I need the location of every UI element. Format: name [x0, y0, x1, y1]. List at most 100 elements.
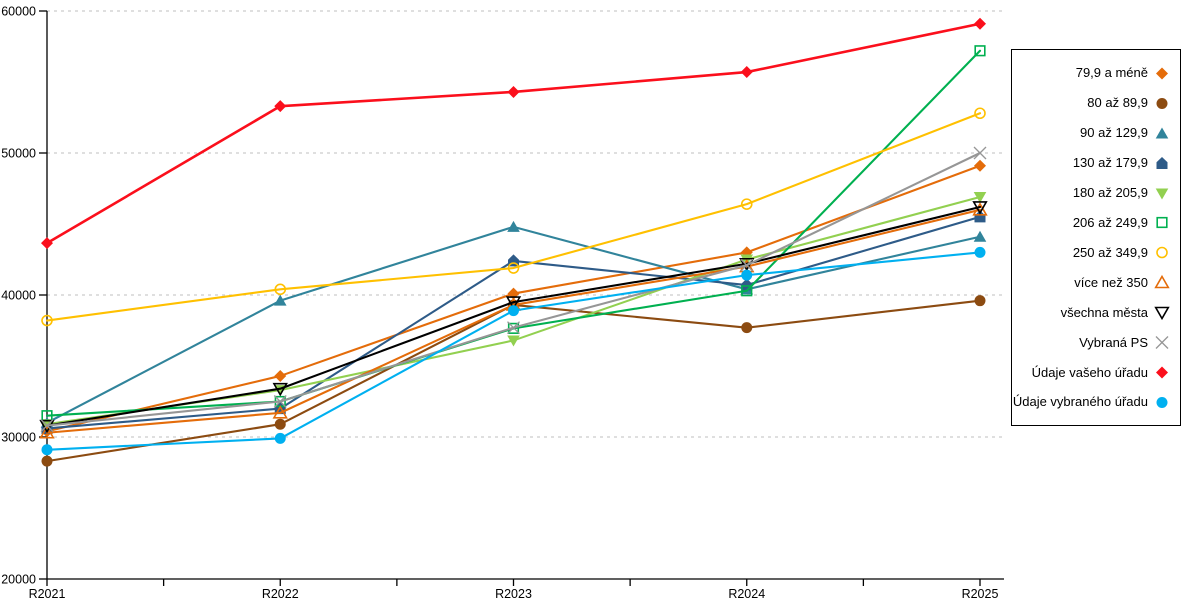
triangle-up-open-legend-icon [1154, 275, 1170, 289]
triangle-up-open-marker [972, 202, 988, 216]
triangle-down-open-legend-icon [1154, 306, 1170, 321]
legend-item-vsechna-mesta: všechna města [1018, 304, 1170, 321]
circle-open-marker [974, 107, 986, 120]
x-tick-label: R2023 [495, 587, 532, 600]
triangle-up-marker [507, 220, 520, 232]
triangle-down-legend-icon [1155, 188, 1169, 200]
circle-marker [974, 295, 986, 307]
series-line [45, 208, 982, 434]
legend-item-180-az-205-9: 180 až 205,9 [1018, 185, 1170, 201]
triangle-up-marker [1155, 127, 1169, 139]
legend-item-206-az-249-9: 206 až 249,9 [1018, 214, 1170, 230]
triangle-down-open-marker [505, 296, 522, 310]
pentagon-marker [974, 210, 986, 223]
x-marker [740, 258, 754, 272]
circle-open-marker [274, 283, 287, 296]
x-tick-label: R2024 [728, 587, 765, 600]
diamond-marker [507, 85, 520, 98]
circle-marker [974, 246, 986, 258]
square-open-marker [974, 45, 986, 57]
legend-item-vice-nez-350: více než 350 [1018, 274, 1170, 290]
x-tick-label: R2025 [962, 587, 999, 600]
diamond-marker [740, 66, 753, 79]
circle-legend-icon [1156, 396, 1168, 408]
x-marker [973, 146, 987, 160]
series-80-az-89-9 [41, 295, 986, 467]
series-line [45, 22, 982, 245]
circle-marker [274, 432, 286, 444]
legend-item-79-9-a-mene: 79,9 a méně [1018, 65, 1170, 81]
series-vsechna-mesta [39, 201, 988, 434]
diamond-legend-icon [1156, 67, 1168, 80]
triangle-down-open-marker [272, 382, 288, 397]
triangle-up-open-marker [39, 425, 55, 439]
series-line [45, 112, 982, 322]
legend-item-udaje-vaseho-uradu: Údaje vašeho úřadu [1018, 364, 1170, 380]
circle-marker [41, 455, 53, 467]
x-marker [40, 419, 54, 433]
legend-label: 90 až 129,9 [1080, 125, 1148, 141]
axes: 20000 30000 40000 50000 60000 R2021 R2022 R2023… [1, 5, 1004, 600]
circle-open-marker [1156, 247, 1168, 259]
triangle-up-open-marker [1154, 275, 1170, 289]
diamond-marker [974, 159, 986, 172]
x-tick-label: R2021 [29, 587, 66, 600]
legend-item-130-az-179-9: 130 až 179,9 [1018, 155, 1170, 171]
legend-label: 206 až 249,9 [1072, 214, 1148, 230]
legend-item-250-az-349-9: 250 až 349,9 [1018, 244, 1170, 260]
circle-open-legend-icon [1156, 247, 1168, 259]
x-marker [273, 395, 287, 408]
series-line [45, 205, 982, 427]
circle-marker [508, 305, 519, 317]
legend-label: Údaje vašeho úřadu [1031, 364, 1148, 380]
y-tick-label: 30000 [1, 431, 36, 445]
triangle-down-marker [973, 192, 987, 204]
y-tick-label: 20000 [1, 573, 36, 587]
y-tick-label: 40000 [1, 289, 36, 303]
triangle-down-open-marker [972, 201, 988, 215]
series-250-az-349-9 [41, 107, 986, 327]
legend-label: 80 až 89,9 [1087, 95, 1148, 111]
triangle-down-open-marker [1154, 306, 1170, 321]
x-marker [1155, 336, 1169, 350]
circle-open-marker [740, 198, 753, 210]
diamond-marker [974, 17, 986, 30]
diamond-legend-icon [1156, 366, 1168, 379]
x-marker [507, 321, 520, 335]
circle-marker [41, 444, 53, 456]
circle-marker [1156, 97, 1168, 109]
series-udaje-vaseho-uradu [41, 17, 986, 250]
triangle-down-marker [507, 335, 520, 347]
triangle-down-marker [1155, 188, 1169, 200]
series-udaje-vybraneho-uradu [41, 246, 986, 456]
legend-label: 79,9 a méně [1075, 65, 1148, 81]
series-vybrana-ps [40, 146, 987, 433]
diamond-marker [41, 237, 53, 250]
triangle-up-open-marker [272, 405, 288, 419]
square-open-marker [741, 285, 753, 297]
legend-label: více než 350 [1074, 274, 1148, 290]
x-tick-label: R2022 [262, 587, 299, 600]
circle-open-marker [507, 262, 520, 274]
legend-label: Vybraná PS [1079, 334, 1148, 350]
circle-marker [741, 322, 753, 334]
triangle-up-marker [273, 294, 287, 306]
series-line [45, 49, 982, 417]
series-line [45, 215, 982, 430]
legend-label: 250 až 349,9 [1072, 244, 1148, 260]
pentagon-marker [1156, 156, 1168, 169]
legend-item-udaje-vybraneho-uradu: Údaje vybraného úřadu [1013, 394, 1170, 410]
legend-item-80-az-89-9: 80 až 89,9 [1018, 95, 1170, 111]
diamond-marker [1156, 67, 1168, 80]
circle-marker [1156, 396, 1168, 408]
diamond-marker [274, 100, 287, 113]
circle-marker [741, 269, 753, 281]
legend-label: 180 až 205,9 [1072, 185, 1148, 201]
chart-legend: 79,9 a méně 80 až 89,9 90 až 129,9 130 až 1… [1011, 49, 1181, 426]
circle-legend-icon [1156, 97, 1168, 109]
triangle-up-marker [973, 230, 987, 242]
square-open-legend-icon [1156, 217, 1168, 229]
series-vice-nez-350 [39, 202, 988, 439]
pentagon-legend-icon [1156, 156, 1168, 169]
